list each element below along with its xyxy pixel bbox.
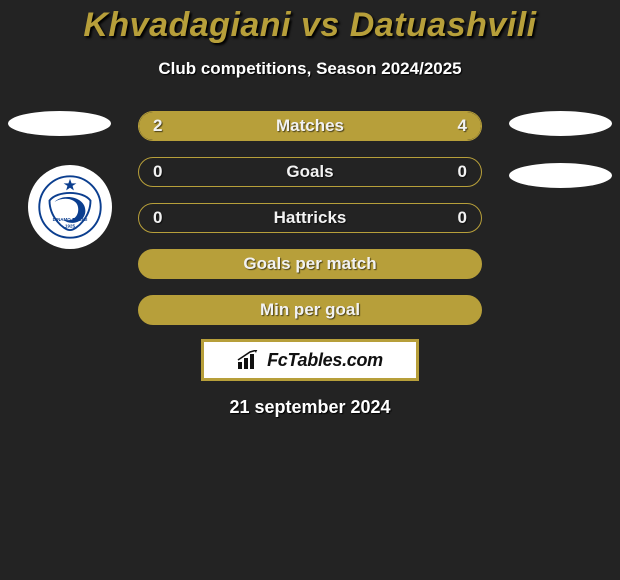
stat-row: Goals per match [138,249,482,279]
stat-value-right: 4 [458,112,467,140]
dinamo-tbilisi-logo: DINAMO TBILISI 1925 [38,175,102,239]
player-left-placeholder [8,111,111,136]
club-left-logo: DINAMO TBILISI 1925 [28,165,112,249]
brand-text: FcTables.com [267,350,383,371]
stat-row: Min per goal [138,295,482,325]
stat-value-right: 0 [458,204,467,232]
stat-row: 0Goals0 [138,157,482,187]
player-right-placeholder [509,111,612,136]
logo-club-name: DINAMO TBILISI [53,217,88,222]
stat-label: Matches [139,112,481,140]
stat-label: Min per goal [139,296,481,324]
bar-chart-icon [237,350,261,370]
stat-row: 2Matches4 [138,111,482,141]
date-label: 21 september 2024 [0,397,620,418]
logo-year: 1925 [65,223,75,228]
stat-row: 0Hattricks0 [138,203,482,233]
brand-box: FcTables.com [201,339,419,381]
club-right-placeholder [509,163,612,188]
stat-value-right: 0 [458,158,467,186]
stat-label: Goals per match [139,250,481,278]
stat-label: Goals [139,158,481,186]
stat-rows: 2Matches40Goals00Hattricks0Goals per mat… [138,111,482,341]
stat-label: Hattricks [139,204,481,232]
subtitle: Club competitions, Season 2024/2025 [0,59,620,79]
page-title: Khvadagiani vs Datuashvili [0,0,620,45]
